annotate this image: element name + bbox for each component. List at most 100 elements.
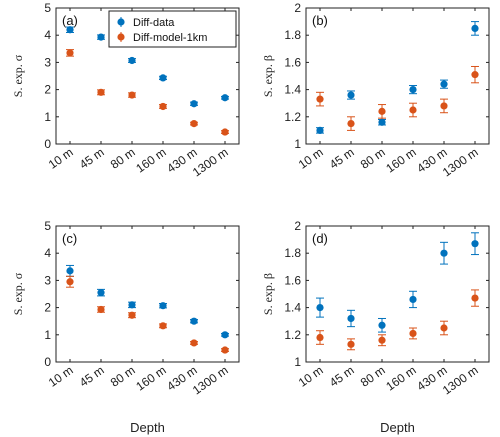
- y-tick-label: 1.6: [284, 55, 301, 69]
- axes-frame: [305, 225, 490, 363]
- y-tick-label: 1.4: [284, 83, 301, 97]
- data-point: [378, 118, 386, 126]
- panel-label: (a): [62, 13, 78, 28]
- data-point: [471, 24, 479, 32]
- data-point: [347, 120, 355, 128]
- data-point: [409, 86, 417, 94]
- y-tick-label: 1.2: [284, 110, 301, 124]
- data-point: [159, 102, 167, 111]
- x-tick-label: 1300 m: [190, 145, 231, 179]
- x-tick-label: 80 m: [108, 363, 138, 390]
- axes-frame: [55, 7, 240, 145]
- y-axis-label: S. exp. β: [261, 273, 275, 315]
- x-tick-label: 45 m: [77, 363, 107, 390]
- y-tick-label: 1.4: [284, 301, 301, 315]
- data-point: [128, 311, 136, 319]
- y-tick-label: 1: [294, 355, 301, 369]
- data-point: [128, 91, 136, 99]
- y-tick-label: 0: [44, 137, 51, 151]
- data-point: [471, 240, 479, 248]
- data-point: [66, 49, 74, 57]
- data-point: [190, 100, 198, 108]
- data-point: [97, 33, 105, 41]
- y-tick-label: 1.8: [284, 246, 301, 260]
- y-axis-label: S. exp. β: [261, 55, 275, 97]
- data-point: [159, 74, 167, 82]
- data-point: [440, 324, 448, 332]
- x-tick-label: 80 m: [108, 145, 138, 172]
- axes-frame: [305, 7, 490, 145]
- data-point: [190, 120, 198, 128]
- data-point: [378, 321, 386, 329]
- y-tick-label: 4: [44, 28, 51, 42]
- y-tick-label: 0: [44, 355, 51, 369]
- x-tick-label: 160 m: [133, 145, 168, 176]
- data-point: [440, 80, 448, 88]
- data-point: [159, 322, 167, 330]
- legend-label: Diff-data: [133, 17, 175, 29]
- y-tick-label: 5: [44, 1, 51, 15]
- data-point: [409, 329, 417, 338]
- data-point: [316, 333, 324, 342]
- y-tick-label: 1: [44, 328, 51, 342]
- data-point: [97, 305, 105, 314]
- data-point: [316, 126, 324, 134]
- y-axis-label: S. exp. σ: [11, 272, 25, 315]
- data-point: [409, 295, 417, 304]
- y-tick-label: 1.2: [284, 328, 301, 342]
- y-tick-label: 2: [294, 1, 301, 15]
- x-tick-label: 1300 m: [190, 363, 231, 397]
- x-tick-label: 45 m: [327, 145, 357, 172]
- data-point: [347, 91, 355, 99]
- y-tick-label: 1: [44, 110, 51, 124]
- data-point: [471, 294, 479, 302]
- data-point: [440, 102, 448, 110]
- data-point: [221, 331, 229, 339]
- data-point: [128, 56, 136, 65]
- data-point: [66, 26, 74, 34]
- data-point: [378, 336, 386, 344]
- x-tick-label: 80 m: [358, 363, 388, 390]
- data-point: [190, 339, 198, 347]
- y-axis-label: S. exp. σ: [11, 54, 25, 97]
- data-point: [221, 346, 229, 354]
- y-tick-label: 4: [44, 246, 51, 260]
- panel-label: (d): [312, 231, 328, 246]
- y-tick-label: 1.8: [284, 28, 301, 42]
- x-tick-label: 160 m: [383, 145, 418, 176]
- x-axis-label: Depth: [130, 420, 165, 435]
- legend-label: Diff-model-1km: [133, 32, 207, 44]
- legend-marker: [117, 18, 125, 26]
- data-point: [128, 301, 136, 309]
- data-point: [66, 278, 74, 286]
- x-tick-label: 45 m: [77, 145, 107, 172]
- data-point: [221, 128, 229, 136]
- y-tick-label: 2: [44, 83, 51, 97]
- data-point: [159, 302, 167, 310]
- legend-marker: [117, 33, 125, 41]
- data-point: [316, 95, 324, 103]
- axes-frame: [55, 225, 240, 363]
- legend-box: [108, 10, 237, 48]
- x-tick-label: 80 m: [358, 145, 388, 172]
- y-tick-label: 3: [44, 273, 51, 287]
- data-point: [440, 249, 448, 257]
- y-tick-label: 1: [294, 137, 301, 151]
- data-point: [316, 304, 324, 312]
- data-point: [471, 71, 479, 79]
- x-axis-label: Depth: [380, 420, 415, 435]
- data-point: [221, 94, 229, 102]
- data-point: [347, 340, 355, 348]
- data-point: [97, 88, 105, 96]
- panel-label: (c): [62, 231, 77, 246]
- x-tick-label: 160 m: [383, 363, 418, 394]
- x-tick-label: 1300 m: [440, 145, 481, 179]
- y-tick-label: 2: [294, 219, 301, 233]
- panel-label: (b): [312, 13, 328, 28]
- y-tick-label: 3: [44, 55, 51, 69]
